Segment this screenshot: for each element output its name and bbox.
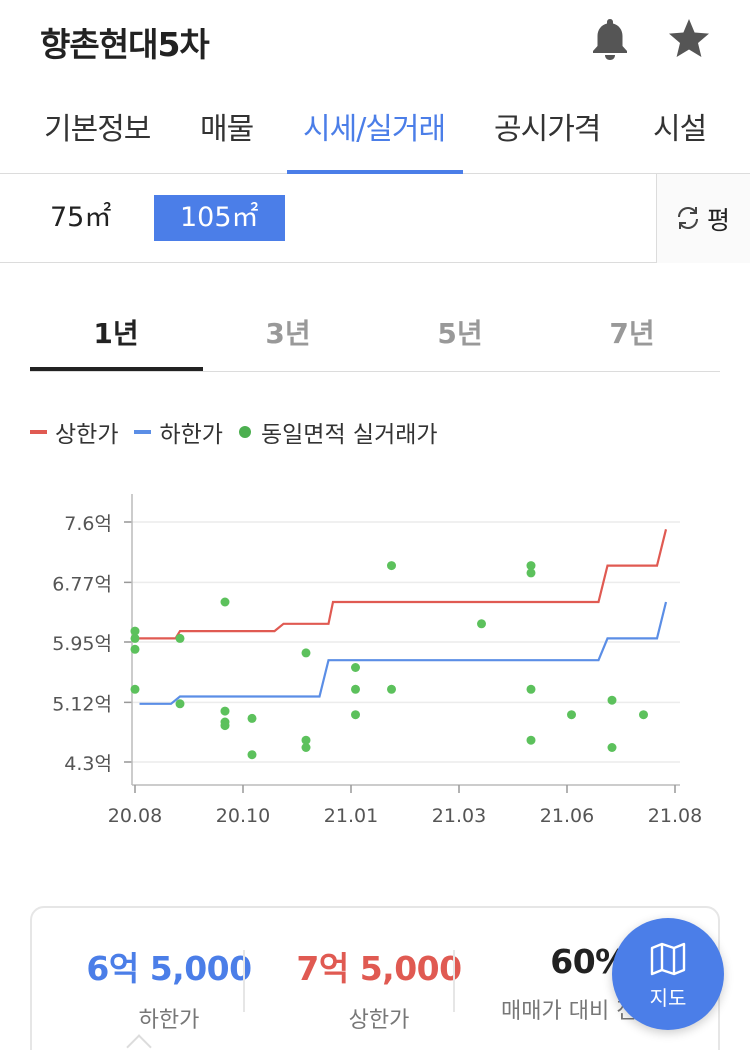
transaction-point [526, 561, 536, 571]
x-tick-label: 20.10 [216, 805, 270, 827]
tab-basic-info[interactable]: 기본정보 [44, 112, 151, 147]
legend-deals-label: 동일면적 실거래가 [260, 422, 438, 448]
legend-lower-swatch [134, 430, 152, 434]
tab-price-transactions[interactable]: 시세/실거래 [303, 112, 446, 147]
star-icon[interactable] [666, 16, 710, 62]
legend-deals: 동일면적 실거래가 [238, 415, 438, 449]
summary-divider [243, 950, 245, 1012]
chart-legend: 상한가 하한가 동일면적 실거래가 [30, 414, 454, 450]
summary-upper: 7억 5,000 상한가 [274, 942, 484, 1034]
transaction-point [607, 743, 617, 752]
transaction-point [301, 735, 311, 745]
period-tabs: 1년 3년 5년 7년 [30, 290, 720, 372]
transaction-point [220, 706, 230, 716]
y-tick-label: 6.77억 [52, 573, 112, 595]
transaction-point [477, 619, 486, 629]
x-tick-label: 21.08 [648, 805, 702, 827]
map-icon [650, 942, 686, 976]
unit-toggle-button[interactable]: 평 [656, 174, 750, 263]
active-period-indicator [30, 367, 203, 371]
x-tick-label: 21.01 [324, 805, 378, 827]
legend-lower: 하한가 [134, 415, 223, 449]
y-tick-label: 5.12억 [52, 693, 112, 715]
transaction-point [639, 710, 648, 720]
transaction-point [387, 684, 396, 694]
transaction-point [526, 568, 536, 578]
transaction-point [220, 721, 230, 731]
area-option-105[interactable]: 105㎡ [154, 195, 285, 241]
tab-facilities[interactable]: 시설 [653, 112, 707, 147]
tab-listings[interactable]: 매물 [200, 112, 254, 147]
upper-price-line [135, 529, 668, 640]
transaction-point [130, 633, 140, 643]
y-tick-label: 7.6억 [64, 513, 112, 535]
price-chart-svg: 7.6억 6.77억 5.95억 5.12억 4.3억 20.08 20.10 21.01 21… [52, 494, 702, 827]
transaction-point [567, 710, 576, 720]
area-selector: 75㎡ 105㎡ 평 [0, 174, 750, 263]
summary-lower: 6억 5,000 하한가 [64, 942, 274, 1034]
transaction-point [351, 684, 360, 694]
transaction-point [247, 750, 257, 760]
summary-lower-label: 하한가 [138, 1008, 200, 1033]
legend-upper: 상한가 [30, 415, 118, 449]
transaction-point [220, 597, 230, 607]
map-button[interactable]: 지도 [612, 918, 724, 1030]
transaction-point [175, 633, 185, 643]
tab-public-price[interactable]: 공시가격 [494, 112, 601, 147]
page-title: 향촌현대5차 [40, 25, 210, 64]
transaction-point [387, 561, 396, 571]
transaction-point [351, 710, 360, 720]
legend-upper-label: 상한가 [55, 422, 119, 448]
summary-pointer [126, 1034, 152, 1050]
period-tab-3y[interactable]: 3년 [265, 317, 311, 350]
transaction-point [526, 684, 536, 694]
active-tab-indicator [287, 170, 463, 174]
legend-lower-label: 하한가 [159, 422, 223, 448]
main-tabs: 기본정보 매물 시세/실거래 공시가격 시설 [0, 82, 750, 174]
map-button-label: 지도 [649, 986, 687, 1010]
app-header: 향촌현대5차 [0, 0, 750, 82]
transaction-point [130, 626, 140, 636]
summary-divider [453, 950, 455, 1012]
transaction-point [130, 684, 140, 694]
lower-price-line [139, 601, 668, 705]
price-chart: 7.6억 6.77억 5.95억 5.12억 4.3억 20.08 20.10 21.01 21… [0, 480, 750, 840]
summary-lower-value: 6억 5,000 [86, 949, 252, 988]
refresh-icon [677, 206, 699, 230]
transaction-point [301, 648, 311, 658]
legend-upper-swatch [30, 430, 47, 434]
transaction-point [301, 743, 311, 752]
x-tick-label: 21.06 [540, 805, 594, 827]
period-tab-7y[interactable]: 7년 [609, 317, 655, 350]
transaction-point [130, 644, 140, 654]
summary-upper-value: 7억 5,000 [296, 949, 462, 988]
legend-deals-swatch [238, 426, 251, 438]
summary-upper-label: 상한가 [348, 1008, 410, 1033]
unit-toggle-label: 평 [707, 206, 731, 235]
transaction-point [175, 699, 185, 709]
transaction-point [526, 735, 536, 745]
x-tick-label: 21.03 [432, 805, 486, 827]
period-tab-1y[interactable]: 1년 [93, 317, 139, 350]
y-tick-label: 5.95억 [52, 633, 112, 655]
transaction-point [247, 713, 257, 723]
bell-icon[interactable] [588, 16, 632, 62]
x-tick-label: 20.08 [108, 805, 162, 827]
period-tab-5y[interactable]: 5년 [437, 317, 483, 350]
y-tick-label: 4.3억 [64, 753, 112, 775]
area-option-75[interactable]: 75㎡ [50, 202, 112, 233]
transaction-point [607, 695, 617, 705]
transaction-point [351, 663, 360, 672]
